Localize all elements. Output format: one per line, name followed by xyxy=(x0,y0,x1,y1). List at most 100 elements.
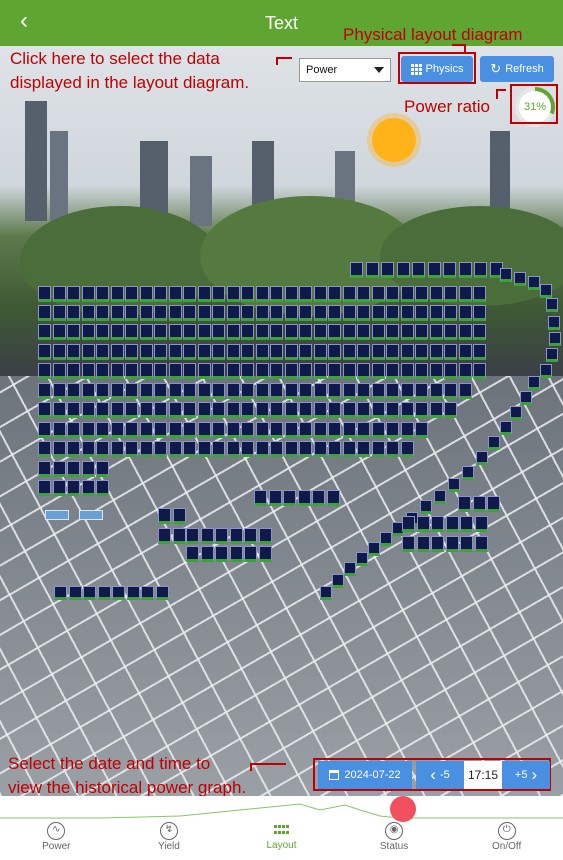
pv-panel[interactable] xyxy=(299,344,312,360)
pv-panel[interactable] xyxy=(415,363,428,379)
pv-panel[interactable] xyxy=(270,286,283,302)
pv-panel[interactable] xyxy=(299,363,312,379)
pv-panel[interactable] xyxy=(125,422,138,438)
pv-panel[interactable] xyxy=(299,383,312,399)
pv-panel[interactable] xyxy=(474,262,487,278)
pv-panel[interactable] xyxy=(111,383,124,399)
pv-panel[interactable] xyxy=(343,344,356,360)
pv-panel[interactable] xyxy=(446,536,459,552)
pv-panel[interactable] xyxy=(446,516,459,532)
pv-panel[interactable] xyxy=(141,586,154,600)
pv-panel[interactable] xyxy=(401,286,414,302)
pv-panel[interactable] xyxy=(198,286,211,302)
pv-panel[interactable] xyxy=(415,286,428,302)
pv-panel[interactable] xyxy=(215,546,228,562)
pv-panel[interactable] xyxy=(283,490,296,506)
pv-panel[interactable] xyxy=(38,305,51,321)
pv-panel[interactable] xyxy=(38,441,51,457)
pv-panel[interactable] xyxy=(183,402,196,418)
pv-panel[interactable] xyxy=(227,363,240,379)
pv-panel[interactable] xyxy=(514,272,526,286)
pv-panel[interactable] xyxy=(366,262,379,278)
pv-panel[interactable] xyxy=(212,363,225,379)
pv-panel[interactable] xyxy=(241,441,254,457)
pv-panel[interactable] xyxy=(357,363,370,379)
pv-panel[interactable] xyxy=(140,383,153,399)
pv-panel[interactable] xyxy=(285,286,298,302)
pv-panel[interactable] xyxy=(183,344,196,360)
nav-yield[interactable]: ↯ Yield xyxy=(113,822,226,860)
pv-panel[interactable] xyxy=(312,490,325,506)
pv-panel[interactable] xyxy=(198,305,211,321)
pv-panel[interactable] xyxy=(140,286,153,302)
pv-panel[interactable] xyxy=(386,441,399,457)
pv-panel[interactable] xyxy=(201,528,214,544)
pv-panel[interactable] xyxy=(82,461,95,477)
pv-panel[interactable] xyxy=(125,324,138,340)
pv-panel[interactable] xyxy=(38,480,51,496)
pv-panel[interactable] xyxy=(183,441,196,457)
pv-panel[interactable] xyxy=(53,402,66,418)
pv-panel[interactable] xyxy=(241,324,254,340)
pv-panel[interactable] xyxy=(256,402,269,418)
pv-panel[interactable] xyxy=(270,363,283,379)
pv-panel[interactable] xyxy=(459,363,472,379)
pv-panel[interactable] xyxy=(540,364,552,378)
pv-panel[interactable] xyxy=(127,586,140,600)
pv-panel[interactable] xyxy=(198,363,211,379)
pv-panel[interactable] xyxy=(67,480,80,496)
pv-panel[interactable] xyxy=(38,344,51,360)
pv-panel[interactable] xyxy=(401,324,414,340)
pv-panel[interactable] xyxy=(430,402,443,418)
pv-panel[interactable] xyxy=(298,490,311,506)
pv-panel[interactable] xyxy=(357,286,370,302)
pv-panel[interactable] xyxy=(285,363,298,379)
pv-panel[interactable] xyxy=(156,586,169,600)
pv-panel[interactable] xyxy=(82,305,95,321)
pv-panel[interactable] xyxy=(372,324,385,340)
pv-panel[interactable] xyxy=(473,363,486,379)
pv-panel[interactable] xyxy=(154,305,167,321)
pv-panel[interactable] xyxy=(241,383,254,399)
pv-panel[interactable] xyxy=(111,441,124,457)
pv-panel[interactable] xyxy=(186,546,199,562)
pv-panel[interactable] xyxy=(259,528,272,544)
pv-panel[interactable] xyxy=(67,363,80,379)
pv-panel[interactable] xyxy=(528,276,540,290)
pv-panel[interactable] xyxy=(270,402,283,418)
pv-panel[interactable] xyxy=(443,262,456,278)
pv-panel[interactable] xyxy=(154,441,167,457)
pv-panel[interactable] xyxy=(372,441,385,457)
pv-panel[interactable] xyxy=(299,324,312,340)
pv-panel[interactable] xyxy=(154,324,167,340)
pv-panel[interactable] xyxy=(328,363,341,379)
pv-panel[interactable] xyxy=(212,383,225,399)
pv-panel[interactable] xyxy=(397,262,410,278)
pv-panel[interactable] xyxy=(256,363,269,379)
pv-panel[interactable] xyxy=(183,383,196,399)
pv-panel[interactable] xyxy=(270,422,283,438)
pv-panel[interactable] xyxy=(434,490,446,504)
pv-panel[interactable] xyxy=(53,344,66,360)
pv-panel[interactable] xyxy=(415,402,428,418)
pv-panel[interactable] xyxy=(357,422,370,438)
pv-panel[interactable] xyxy=(230,528,243,544)
pv-panel[interactable] xyxy=(415,422,428,438)
pv-panel[interactable] xyxy=(112,586,125,600)
pv-panel[interactable] xyxy=(420,500,432,514)
pv-panel[interactable] xyxy=(328,383,341,399)
pv-panel[interactable] xyxy=(314,383,327,399)
pv-panel[interactable] xyxy=(314,286,327,302)
pv-panel[interactable] xyxy=(328,441,341,457)
pv-panel[interactable] xyxy=(314,363,327,379)
pv-panel[interactable] xyxy=(356,552,368,566)
pv-panel[interactable] xyxy=(431,536,444,552)
pv-panel[interactable] xyxy=(215,528,228,544)
pv-panel[interactable] xyxy=(125,286,138,302)
pv-panel[interactable] xyxy=(212,344,225,360)
pv-panel[interactable] xyxy=(520,391,532,405)
pv-panel[interactable] xyxy=(169,344,182,360)
pv-panel[interactable] xyxy=(328,324,341,340)
pv-panel[interactable] xyxy=(415,344,428,360)
pv-panel[interactable] xyxy=(140,422,153,438)
